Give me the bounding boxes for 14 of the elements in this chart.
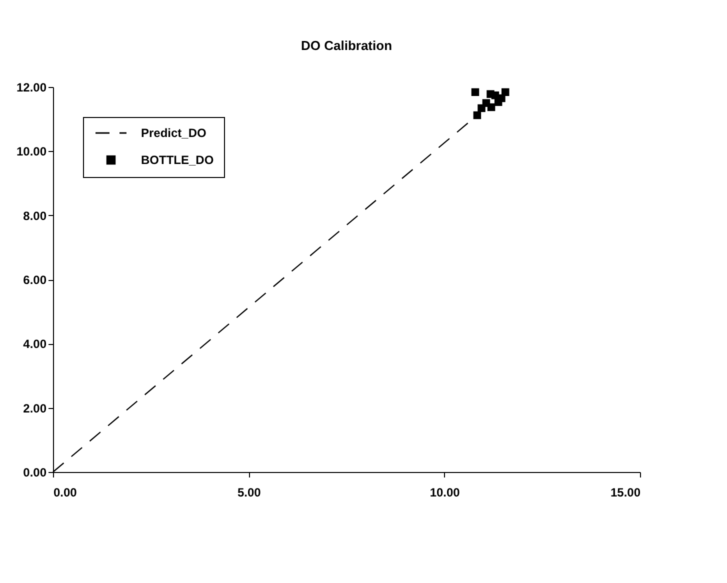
- x-tick-label: 15.00: [610, 486, 641, 500]
- y-tick-label: 0.00: [23, 466, 47, 480]
- x-tick-label: 10.00: [430, 486, 460, 500]
- y-tick-label: 6.00: [23, 273, 47, 287]
- legend-label: BOTTLE_DO: [141, 153, 214, 167]
- x-tick-label: 0.00: [54, 486, 78, 500]
- y-tick-label: 10.00: [16, 144, 47, 159]
- legend-label: Predict_DO: [141, 126, 206, 140]
- x-tick-label: 5.00: [237, 486, 262, 500]
- y-tick-label: 2.00: [23, 401, 47, 416]
- y-tick-label: 8.00: [23, 208, 47, 223]
- chart-title: DO Calibration: [300, 38, 392, 53]
- y-tick-label: 12.00: [16, 80, 47, 94]
- y-tick-label: 4.00: [23, 337, 47, 352]
